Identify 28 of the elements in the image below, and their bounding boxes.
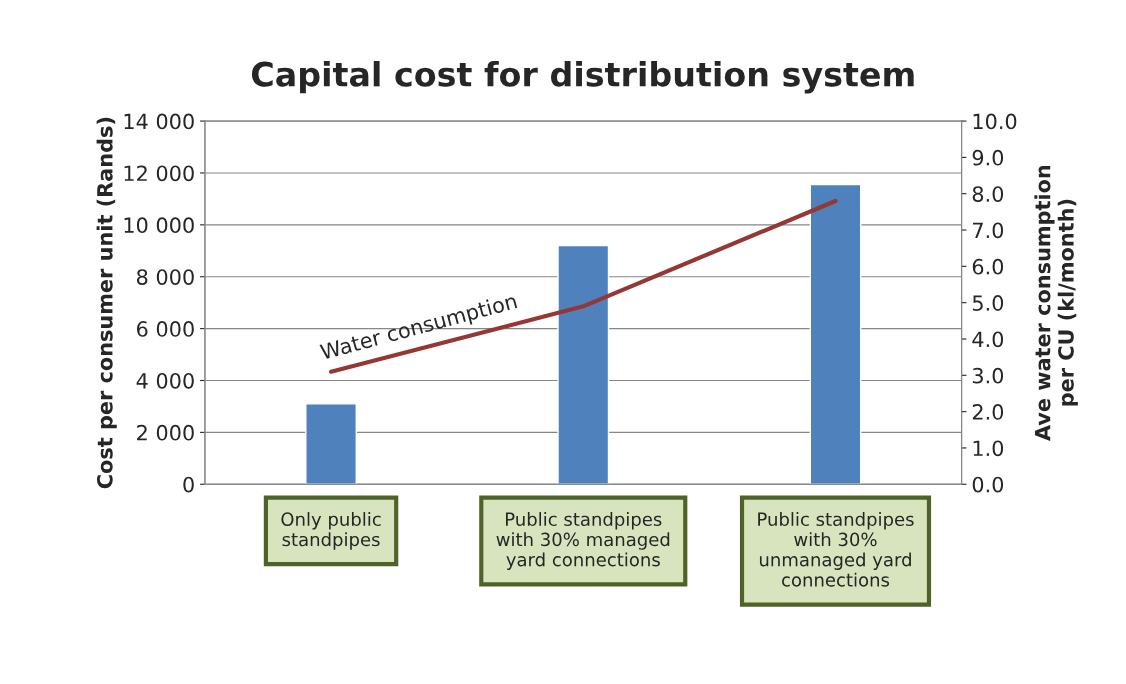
y-axis-title: Cost per consumer unit (Rands) [96,117,117,489]
y-tick-label: 12 000 [124,165,194,182]
x-tick-label: Public standpipes with 30% managed yard connections [496,512,670,570]
y2-tick-label: 2.0 [972,404,1004,420]
y-tick-label: 8 000 [136,269,194,285]
y2-tick-label: 3.0 [972,367,1004,384]
y2-axis-title: Ave water consumption per CU (kl/month) [1034,165,1078,441]
y2-tick-label: 5.0 [972,295,1004,311]
y2-tick-label: 9.0 [972,149,1004,166]
y2-tick-label: 0.0 [972,476,1004,493]
y2-tick-label: 10.0 [973,113,1017,130]
y2-tick-label: 1.0 [973,440,1004,457]
y2-tick-label: 7.0 [973,222,1004,239]
bar [305,403,357,485]
y-tick-label: 4 000 [136,372,194,389]
y-tick-label: 0 [183,476,194,493]
bar [809,183,862,485]
y2-tick-label: 8.0 [972,186,1004,202]
y2-tick-label: 6.0 [972,258,1004,275]
y-tick-label: 14 000 [124,113,194,130]
x-tick-label: Only public standpipes [281,512,381,550]
y2-tick-label: 4.0 [972,331,1004,348]
x-tick-label: Public standpipes with 30% unmanaged yard connections [758,512,914,587]
y-tick-label: 2 000 [137,424,194,441]
y-tick-label: 6 000 [137,321,194,337]
chart-title: Capital cost for distribution system [251,61,914,94]
bar [557,244,610,485]
y-tick-label: 10 000 [124,217,194,234]
